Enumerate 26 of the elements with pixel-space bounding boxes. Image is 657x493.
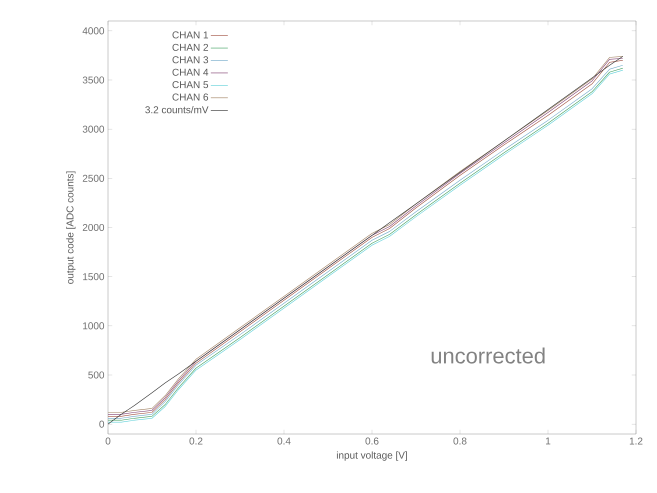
- x-tick-label: 0.4: [277, 438, 291, 445]
- x-axis-title: input voltage [V]: [336, 451, 408, 461]
- x-tick-label: 0.6: [365, 438, 378, 445]
- y-axis-title: output code [ADC counts]: [66, 171, 76, 284]
- x-tick-label: 1.2: [630, 438, 642, 444]
- x-tick-label: 0.8: [453, 438, 466, 445]
- y-tick-label: 3000: [82, 126, 104, 133]
- legend-label: CHAN 6: [172, 94, 208, 101]
- x-tick-label: 0: [106, 438, 110, 445]
- legend-label: CHAN 3: [172, 56, 208, 64]
- x-tick-label: 0.2: [189, 438, 202, 445]
- legend-label: CHAN 5: [172, 81, 208, 88]
- legend-label: CHAN 1: [172, 31, 208, 38]
- legend-label: CHAN 2: [172, 44, 208, 51]
- y-tick-label: 1000: [83, 322, 104, 330]
- legend-label: CHAN 4: [172, 68, 208, 76]
- x-tick-label: 1: [546, 438, 550, 444]
- annotation: uncorrected: [432, 347, 545, 364]
- y-tick-label: 0: [99, 420, 104, 428]
- legend-label: 3.2 counts/mV: [145, 106, 208, 114]
- y-tick-label: 3500: [82, 76, 104, 84]
- y-tick-label: 500: [88, 371, 104, 379]
- y-tick-label: 2000: [82, 224, 104, 232]
- y-tick-label: 4000: [82, 27, 104, 34]
- y-tick-label: 1500: [83, 273, 104, 280]
- y-tick-label: 2500: [82, 174, 104, 182]
